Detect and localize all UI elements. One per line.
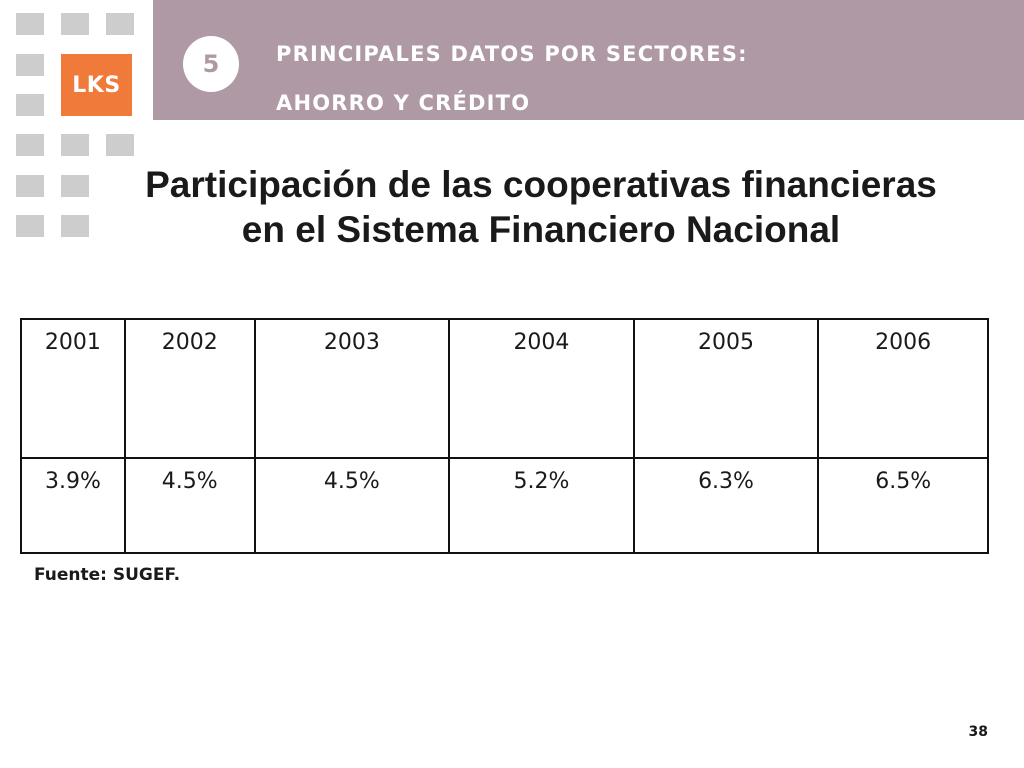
percentage-cell: 6.5% xyxy=(817,457,989,554)
participation-table: 2001 2002 2003 2004 2005 2006 3.9% 4.5% … xyxy=(20,318,989,554)
decorative-square xyxy=(16,215,44,237)
percentage-cell: 6.3% xyxy=(632,457,820,554)
source-note: Fuente: SUGEF. xyxy=(34,565,181,585)
year-cell: 2006 xyxy=(817,318,989,459)
lks-logo: LKS xyxy=(61,54,132,116)
slide-title-line2: en el Sistema Financiero Nacional xyxy=(241,209,841,250)
year-cell: 2003 xyxy=(253,318,451,459)
year-cell: 2005 xyxy=(632,318,820,459)
slide-title-line1: Participación de las cooperativas financ… xyxy=(145,164,937,205)
decorative-square xyxy=(61,13,89,35)
percentage-cell: 5.2% xyxy=(448,457,635,554)
year-cell: 2004 xyxy=(448,318,635,459)
percentage-cell: 4.5% xyxy=(253,457,451,554)
percentage-cell: 3.9% xyxy=(20,457,126,554)
year-cell: 2002 xyxy=(123,318,256,459)
page-number: 38 xyxy=(968,724,988,740)
percentage-cell: 4.5% xyxy=(123,457,256,554)
year-cell: 2001 xyxy=(20,318,126,459)
header-title-line1: PRINCIPALES DATOS POR SECTORES: xyxy=(276,42,748,66)
decorative-square xyxy=(16,94,44,116)
percentage-row: 3.9% 4.5% 4.5% 5.2% 6.3% 6.5% xyxy=(20,457,989,554)
decorative-square xyxy=(61,175,89,197)
header-title-line2: AHORRO Y CRÉDITO xyxy=(276,91,531,115)
decorative-square xyxy=(106,13,134,35)
section-number-badge: 5 xyxy=(183,36,239,92)
year-header-row: 2001 2002 2003 2004 2005 2006 xyxy=(20,318,989,459)
slide-title: Participación de las cooperativas financ… xyxy=(86,162,996,252)
decorative-square xyxy=(61,134,89,156)
decorative-square xyxy=(16,175,44,197)
decorative-square xyxy=(16,54,44,76)
decorative-square xyxy=(106,134,134,156)
decorative-square xyxy=(16,134,44,156)
header-band xyxy=(153,0,1024,120)
decorative-square xyxy=(16,13,44,35)
decorative-square xyxy=(61,215,89,237)
